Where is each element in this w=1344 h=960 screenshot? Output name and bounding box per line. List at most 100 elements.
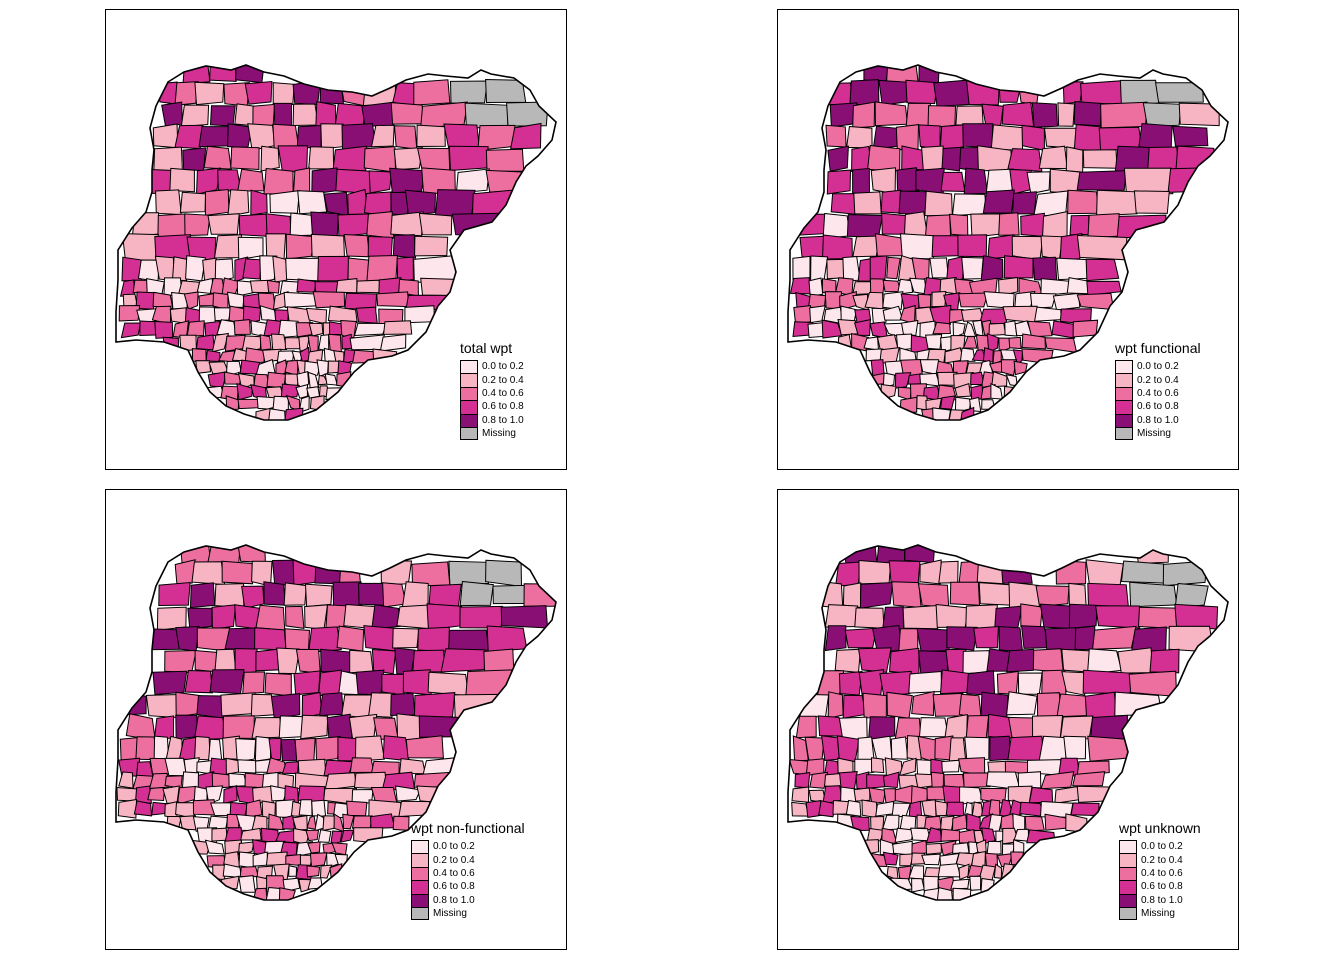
- legend-item: 0.6 to 0.8: [460, 400, 524, 414]
- district-polygon: [383, 320, 413, 335]
- legend-label: Missing: [1137, 428, 1171, 440]
- district-polygon: [1065, 813, 1088, 833]
- district-polygon: [317, 669, 342, 697]
- district-polygon: [366, 254, 399, 282]
- district-polygon: [963, 167, 989, 195]
- district-polygon: [1178, 102, 1220, 127]
- district-polygon: [255, 604, 286, 631]
- map-panel-wpt-non-functional: wpt non-functional 0.0 to 0.2 0.2 to 0.4…: [105, 489, 567, 950]
- district-polygon: [324, 373, 338, 386]
- district-polygon: [405, 735, 444, 759]
- district-polygon: [343, 603, 377, 630]
- district-polygon: [311, 799, 327, 817]
- district-polygon: [304, 583, 333, 608]
- district-polygon: [996, 670, 1019, 696]
- district-polygon: [459, 605, 504, 629]
- district-polygon: [187, 607, 213, 630]
- district-polygon: [1020, 212, 1045, 237]
- legend-swatch: [1115, 360, 1133, 374]
- district-polygon: [337, 213, 372, 237]
- district-polygons: [789, 65, 1220, 420]
- district-polygon: [288, 865, 298, 877]
- district-polygon: [970, 213, 1002, 238]
- district-polygon: [1123, 167, 1174, 195]
- district-polygon: [981, 399, 996, 410]
- district-polygon: [304, 604, 329, 631]
- district-polygon: [331, 842, 348, 856]
- district-polygon: [211, 332, 230, 353]
- district-polygon: [931, 235, 962, 258]
- district-polygon: [263, 167, 294, 195]
- district-polygon: [871, 735, 893, 762]
- district-polygon: [1032, 256, 1058, 281]
- district-polygon: [905, 79, 938, 105]
- district-polygon: [1137, 606, 1180, 630]
- district-polygon: [898, 628, 919, 652]
- district-polygon: [244, 772, 265, 790]
- district-polygon: [853, 787, 871, 802]
- district-polygon: [980, 691, 1009, 719]
- district-polygon: [194, 81, 225, 106]
- district-polygon: [250, 189, 268, 216]
- district-polygon: [270, 693, 301, 719]
- district-polygon: [238, 851, 256, 869]
- district-polygon: [265, 886, 284, 900]
- district-polygon: [311, 167, 340, 195]
- district-polygon: [310, 233, 346, 260]
- district-polygon: [868, 787, 886, 805]
- district-polygon: [1149, 648, 1180, 674]
- district-polygon: [158, 581, 191, 607]
- district-polygon: [960, 307, 985, 322]
- district-polygon: [835, 561, 862, 587]
- district-polygon: [853, 318, 871, 337]
- legend-swatch: [1119, 893, 1137, 907]
- district-polygon: [951, 193, 988, 217]
- district-polygon: [296, 370, 310, 390]
- district-polygon: [1026, 829, 1056, 844]
- district-polygon: [1007, 735, 1045, 762]
- district-polygon: [924, 214, 952, 238]
- district-polygon: [272, 255, 288, 283]
- district-polygon: [455, 168, 490, 194]
- district-polygon: [899, 233, 935, 260]
- district-polygon: [932, 321, 951, 335]
- district-polygon: [986, 840, 1002, 856]
- district-polygon: [962, 123, 994, 148]
- district-polygon: [355, 669, 385, 696]
- district-polygon: [255, 407, 274, 420]
- district-polygons: [116, 545, 556, 900]
- district-polygon: [998, 337, 1012, 353]
- map-panel-wpt-functional: wpt functional 0.0 to 0.2 0.2 to 0.4 0.4…: [777, 9, 1239, 470]
- district-polygon: [988, 322, 1007, 337]
- district-polygon: [295, 322, 314, 338]
- district-polygon: [164, 649, 197, 674]
- district-polygon: [237, 759, 259, 774]
- district-polygon: [1133, 190, 1170, 214]
- district-polygon: [836, 735, 860, 762]
- district-polygon: [416, 124, 446, 148]
- district-polygon: [1028, 786, 1054, 804]
- district-polygon: [237, 236, 264, 261]
- legend-item: 0.6 to 0.8: [1119, 880, 1201, 894]
- district-polygon: [259, 334, 272, 351]
- district-polygon: [191, 348, 207, 363]
- district-polygon: [204, 188, 230, 216]
- district-polygon: [269, 190, 300, 214]
- district-polygon: [285, 257, 321, 282]
- district-polygon: [171, 256, 189, 282]
- district-polygon: [306, 815, 317, 831]
- country-outline: [115, 544, 557, 901]
- district-polygon: [1054, 786, 1081, 804]
- district-polygon: [1129, 581, 1178, 608]
- district-polygon: [483, 648, 515, 673]
- legend-item: 0.4 to 0.6: [1119, 866, 1201, 881]
- district-polygon: [818, 800, 838, 818]
- legend-item: 0.8 to 1.0: [1115, 413, 1201, 427]
- district-polygon: [327, 305, 358, 324]
- district-polygon: [929, 257, 949, 279]
- district-polygon: [180, 104, 210, 128]
- legend-item: 0.6 to 0.8: [1115, 400, 1201, 414]
- district-polygon: [842, 255, 861, 282]
- legend-label: 0.2 to 0.4: [433, 854, 475, 866]
- district-polygon: [874, 233, 905, 257]
